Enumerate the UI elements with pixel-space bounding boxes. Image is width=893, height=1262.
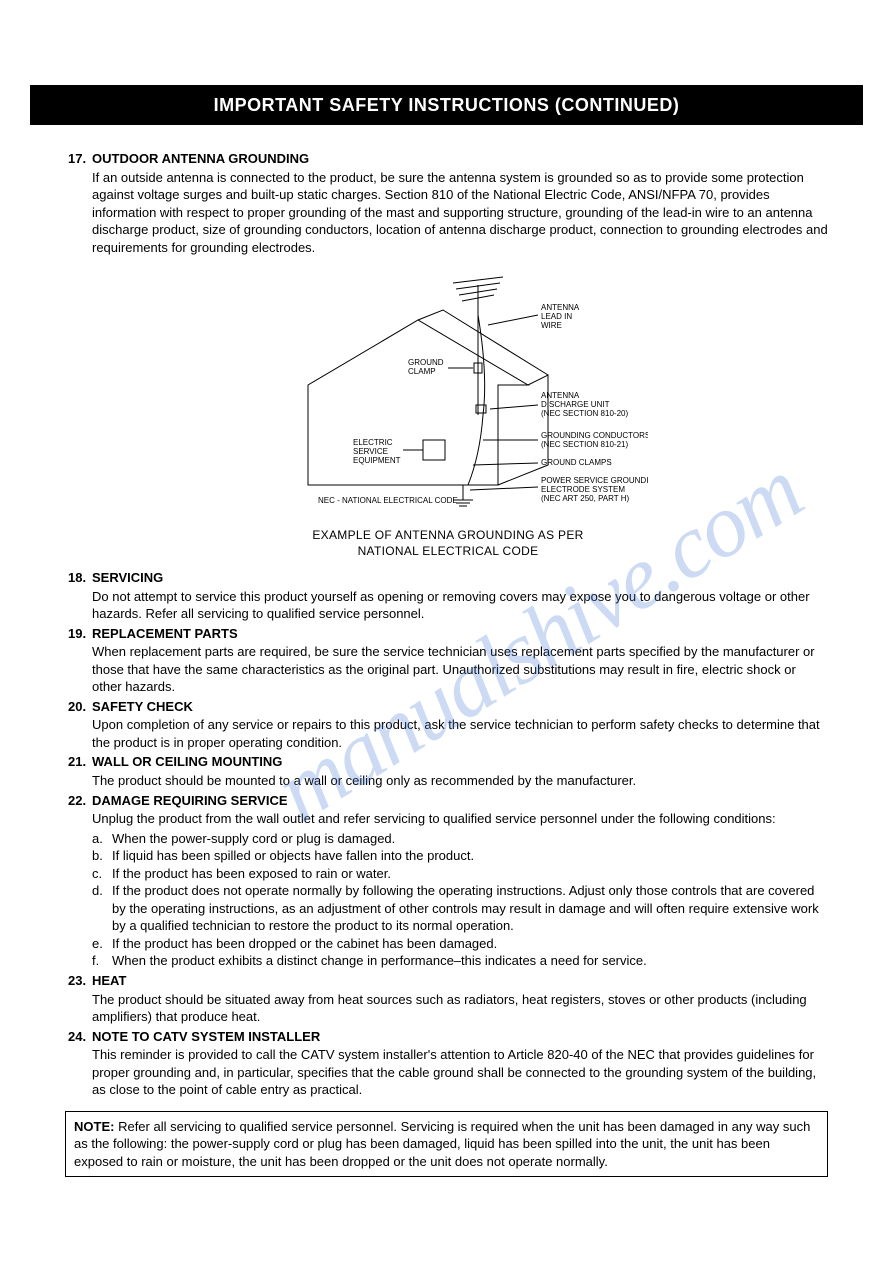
sub-list: a. When the power-supply cord or plug is… bbox=[92, 830, 828, 970]
house-antenna-svg: ANTENNA LEAD IN WIRE GROUND CLAMP ANTENN… bbox=[248, 265, 648, 525]
item-text: The product should be situated away from… bbox=[92, 991, 828, 1026]
sub-letter: d. bbox=[92, 882, 112, 935]
note-label: NOTE: bbox=[74, 1119, 114, 1134]
item-title: SERVICING bbox=[92, 569, 828, 587]
instruction-item: 24. NOTE TO CATV SYSTEM INSTALLER This r… bbox=[68, 1028, 828, 1099]
sub-item: d. If the product does not operate norma… bbox=[92, 882, 828, 935]
instruction-item: 19. REPLACEMENT PARTS When replacement p… bbox=[68, 625, 828, 696]
svg-text:(NEC ART 250, PART H): (NEC ART 250, PART H) bbox=[541, 494, 630, 503]
item-number: 23. bbox=[68, 972, 92, 1026]
item-body: SAFETY CHECK Upon completion of any serv… bbox=[92, 698, 828, 752]
label-nec-code: NEC - NATIONAL ELECTRICAL CODE bbox=[318, 496, 458, 505]
item-text: The product should be mounted to a wall … bbox=[92, 772, 828, 790]
instruction-item: 21. WALL OR CEILING MOUNTING The product… bbox=[68, 753, 828, 789]
sub-letter: a. bbox=[92, 830, 112, 848]
item-body: OUTDOOR ANTENNA GROUNDING If an outside … bbox=[92, 150, 828, 256]
item-title: HEAT bbox=[92, 972, 828, 990]
svg-text:CLAMP: CLAMP bbox=[408, 367, 436, 376]
sub-item: c. If the product has been exposed to ra… bbox=[92, 865, 828, 883]
item-number: 20. bbox=[68, 698, 92, 752]
svg-text:EQUIPMENT: EQUIPMENT bbox=[353, 456, 401, 465]
sub-item: f. When the product exhibits a distinct … bbox=[92, 952, 828, 970]
item-body: WALL OR CEILING MOUNTING The product sho… bbox=[92, 753, 828, 789]
sub-text: If the product has been dropped or the c… bbox=[112, 935, 828, 953]
svg-text:(NEC SECTION 810-21): (NEC SECTION 810-21) bbox=[541, 440, 628, 449]
item-number: 18. bbox=[68, 569, 92, 623]
label-power-service: POWER SERVICE GROUNDING bbox=[541, 476, 648, 485]
item-number: 24. bbox=[68, 1028, 92, 1099]
svg-text:WIRE: WIRE bbox=[541, 321, 562, 330]
item-body: DAMAGE REQUIRING SERVICE Unplug the prod… bbox=[92, 792, 828, 970]
item-title: OUTDOOR ANTENNA GROUNDING bbox=[92, 150, 828, 168]
item-body: SERVICING Do not attempt to service this… bbox=[92, 569, 828, 623]
svg-text:ELECTRODE SYSTEM: ELECTRODE SYSTEM bbox=[541, 485, 625, 494]
item-number: 19. bbox=[68, 625, 92, 696]
label-ground-clamps: GROUND CLAMPS bbox=[541, 458, 612, 467]
item-number: 21. bbox=[68, 753, 92, 789]
sub-letter: f. bbox=[92, 952, 112, 970]
item-title: SAFETY CHECK bbox=[92, 698, 828, 716]
item-title: WALL OR CEILING MOUNTING bbox=[92, 753, 828, 771]
instruction-item: 17. OUTDOOR ANTENNA GROUNDING If an outs… bbox=[68, 150, 828, 256]
sub-letter: c. bbox=[92, 865, 112, 883]
sub-item: b. If liquid has been spilled or objects… bbox=[92, 847, 828, 865]
sub-text: When the power-supply cord or plug is da… bbox=[112, 830, 828, 848]
sub-text: If the product does not operate normally… bbox=[112, 882, 828, 935]
sub-item: e. If the product has been dropped or th… bbox=[92, 935, 828, 953]
item-text: Unplug the product from the wall outlet … bbox=[92, 810, 828, 828]
label-antenna-lead: ANTENNA bbox=[541, 303, 580, 312]
item-body: NOTE TO CATV SYSTEM INSTALLER This remin… bbox=[92, 1028, 828, 1099]
item-text: This reminder is provided to call the CA… bbox=[92, 1046, 828, 1099]
item-title: NOTE TO CATV SYSTEM INSTALLER bbox=[92, 1028, 828, 1046]
label-electric-service: ELECTRIC bbox=[353, 438, 393, 447]
item-number: 22. bbox=[68, 792, 92, 970]
item-body: REPLACEMENT PARTS When replacement parts… bbox=[92, 625, 828, 696]
instruction-item: 23. HEAT The product should be situated … bbox=[68, 972, 828, 1026]
note-text: Refer all servicing to qualified service… bbox=[74, 1119, 810, 1169]
sub-text: When the product exhibits a distinct cha… bbox=[112, 952, 828, 970]
note-box: NOTE: Refer all servicing to qualified s… bbox=[65, 1111, 828, 1178]
item-number: 17. bbox=[68, 150, 92, 256]
svg-text:DISCHARGE UNIT: DISCHARGE UNIT bbox=[541, 400, 610, 409]
page-header-bar: IMPORTANT SAFETY INSTRUCTIONS (CONTINUED… bbox=[30, 85, 863, 125]
content-area: 17. OUTDOOR ANTENNA GROUNDING If an outs… bbox=[30, 150, 863, 1099]
label-ground-clamp: GROUND bbox=[408, 358, 444, 367]
instruction-item: 22. DAMAGE REQUIRING SERVICE Unplug the … bbox=[68, 792, 828, 970]
sub-letter: b. bbox=[92, 847, 112, 865]
item-body: HEAT The product should be situated away… bbox=[92, 972, 828, 1026]
label-discharge-unit: ANTENNA bbox=[541, 391, 580, 400]
sub-text: If liquid has been spilled or objects ha… bbox=[112, 847, 828, 865]
item-text: If an outside antenna is connected to th… bbox=[92, 169, 828, 257]
svg-text:(NEC SECTION 810-20): (NEC SECTION 810-20) bbox=[541, 409, 628, 418]
item-text: Do not attempt to service this product y… bbox=[92, 588, 828, 623]
item-title: DAMAGE REQUIRING SERVICE bbox=[92, 792, 828, 810]
item-title: REPLACEMENT PARTS bbox=[92, 625, 828, 643]
diagram-caption: EXAMPLE OF ANTENNA GROUNDING AS PER NATI… bbox=[68, 527, 828, 559]
sub-text: If the product has been exposed to rain … bbox=[112, 865, 828, 883]
instruction-item: 20. SAFETY CHECK Upon completion of any … bbox=[68, 698, 828, 752]
instruction-item: 18. SERVICING Do not attempt to service … bbox=[68, 569, 828, 623]
item-text: When replacement parts are required, be … bbox=[92, 643, 828, 696]
svg-text:LEAD IN: LEAD IN bbox=[541, 312, 572, 321]
sub-letter: e. bbox=[92, 935, 112, 953]
item-text: Upon completion of any service or repair… bbox=[92, 716, 828, 751]
svg-text:SERVICE: SERVICE bbox=[353, 447, 388, 456]
antenna-diagram: ANTENNA LEAD IN WIRE GROUND CLAMP ANTENN… bbox=[68, 265, 828, 559]
sub-item: a. When the power-supply cord or plug is… bbox=[92, 830, 828, 848]
label-grounding-conductors: GROUNDING CONDUCTORS bbox=[541, 431, 648, 440]
